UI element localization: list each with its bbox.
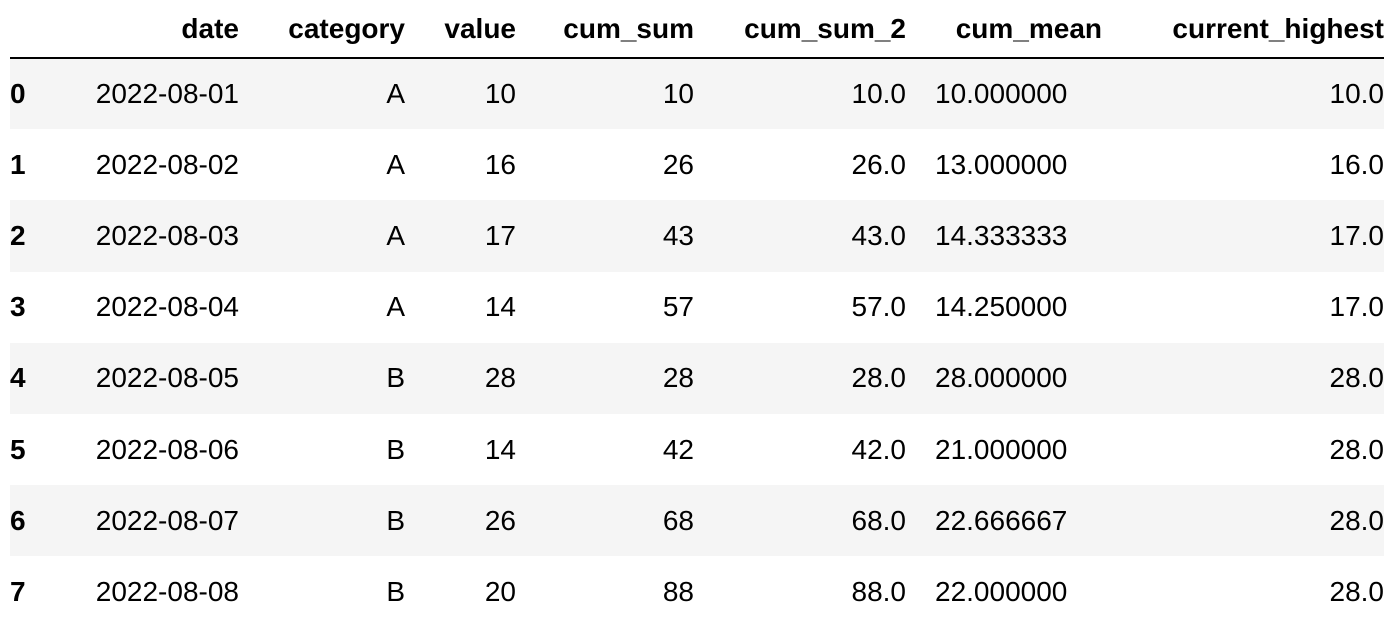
category-cell: A [386, 291, 405, 323]
column-header-cum-sum: cum_sum [516, 0, 694, 59]
current-highest-cell: 17.0 [1329, 219, 1385, 251]
category-cell: B [386, 575, 405, 607]
table-row: 0 2022-08-01 A 10 10 10.0 10.000000 10.0 [10, 58, 1385, 130]
cum-sum-2-cell: 88.0 [851, 575, 907, 607]
category-cell: A [386, 219, 405, 251]
cum-sum-cell: 42 [662, 433, 694, 465]
category-cell: B [386, 433, 405, 465]
cum-sum-2-cell: 42.0 [851, 433, 907, 465]
value-cell: 28 [484, 362, 516, 394]
table-row: 5 2022-08-06 B 14 42 42.0 21.000000 28.0 [10, 414, 1384, 485]
cum-mean-cell: 13.000000 [935, 148, 1068, 180]
value-cell: 20 [484, 575, 516, 607]
current-highest-cell: 28.0 [1329, 362, 1385, 394]
cum-sum-cell: 10 [662, 78, 694, 110]
table-row: 2 2022-08-03 A 17 43 43.0 14.333333 17.0 [10, 200, 1385, 272]
dataframe-table: date category value cum_sum cum_sum_2 cu… [10, 0, 1384, 628]
date-cell: 2022-08-05 [95, 362, 239, 394]
cum-sum-cell: 26 [662, 148, 694, 180]
cum-sum-cell: 57 [662, 291, 694, 323]
table-body: 0 2022-08-01 A 10 10 10.0 10.000000 10.0 1 2022-0… [10, 58, 1384, 628]
current-highest-cell: 16.0 [1329, 148, 1385, 180]
column-header-value: value [405, 0, 516, 59]
value-cell: 14 [484, 433, 516, 465]
row-index: 7 [10, 575, 26, 607]
value-cell: 26 [484, 504, 516, 536]
index-column-header [10, 0, 73, 59]
row-index: 5 [10, 433, 26, 465]
cum-sum-2-cell: 28.0 [851, 362, 907, 394]
table-row: 6 2022-08-07 B 26 68 68.0 22.666667 28.0 [10, 485, 1385, 557]
cum-mean-cell: 21.000000 [935, 433, 1068, 465]
cum-sum-2-cell: 26.0 [851, 148, 907, 180]
table-row: 7 2022-08-08 B 20 88 88.0 22.000000 28.0 [10, 556, 1384, 627]
value-cell: 17 [484, 219, 516, 251]
current-highest-cell: 10.0 [1329, 78, 1385, 110]
cum-sum-cell: 28 [662, 362, 694, 394]
table-row: 1 2022-08-02 A 16 26 26.0 13.000000 16.0 [10, 129, 1384, 200]
row-index: 0 [10, 78, 26, 110]
value-cell: 16 [484, 148, 516, 180]
row-index: 4 [10, 362, 26, 394]
cum-mean-cell: 28.000000 [935, 362, 1068, 394]
column-header-current-highest: current_highest [1102, 0, 1384, 59]
column-header-date: date [73, 0, 239, 59]
cum-sum-2-cell: 57.0 [851, 291, 907, 323]
row-index: 2 [10, 219, 26, 251]
cum-sum-2-cell: 68.0 [851, 504, 907, 536]
column-header-cum-sum-2: cum_sum_2 [694, 0, 906, 59]
column-header-cum-mean: cum_mean [906, 0, 1102, 59]
current-highest-cell: 28.0 [1329, 575, 1385, 607]
value-cell: 14 [484, 291, 516, 323]
current-highest-cell: 28.0 [1329, 433, 1385, 465]
cum-mean-cell: 14.250000 [935, 291, 1068, 323]
date-cell: 2022-08-07 [95, 504, 239, 536]
cum-mean-cell: 14.333333 [935, 219, 1068, 251]
cum-sum-2-cell: 43.0 [851, 219, 907, 251]
date-cell: 2022-08-02 [95, 148, 239, 180]
cum-sum-cell: 68 [662, 504, 694, 536]
table-row: 3 2022-08-04 A 14 57 57.0 14.250000 17.0 [10, 272, 1384, 343]
row-index: 3 [10, 291, 26, 323]
cum-mean-cell: 22.000000 [935, 575, 1068, 607]
current-highest-cell: 28.0 [1329, 504, 1385, 536]
cum-mean-cell: 10.000000 [935, 78, 1068, 110]
date-cell: 2022-08-08 [95, 575, 239, 607]
current-highest-cell: 17.0 [1329, 291, 1385, 323]
cum-sum-2-cell: 10.0 [851, 78, 907, 110]
date-cell: 2022-08-06 [95, 433, 239, 465]
header-row: date category value cum_sum cum_sum_2 cu… [10, 0, 1384, 59]
cum-sum-cell: 43 [662, 219, 694, 251]
row-index: 6 [10, 504, 26, 536]
date-cell: 2022-08-01 [95, 78, 239, 110]
category-cell: B [386, 362, 405, 394]
cum-mean-cell: 22.666667 [935, 504, 1068, 536]
row-index: 1 [10, 148, 26, 180]
cum-sum-cell: 88 [662, 575, 694, 607]
category-cell: A [386, 78, 405, 110]
category-cell: B [386, 504, 405, 536]
date-cell: 2022-08-04 [95, 291, 239, 323]
table-row: 4 2022-08-05 B 28 28 28.0 28.000000 28.0 [10, 342, 1385, 414]
value-cell: 10 [484, 78, 516, 110]
category-cell: A [386, 148, 405, 180]
column-header-category: category [239, 0, 405, 59]
date-cell: 2022-08-03 [95, 219, 239, 251]
